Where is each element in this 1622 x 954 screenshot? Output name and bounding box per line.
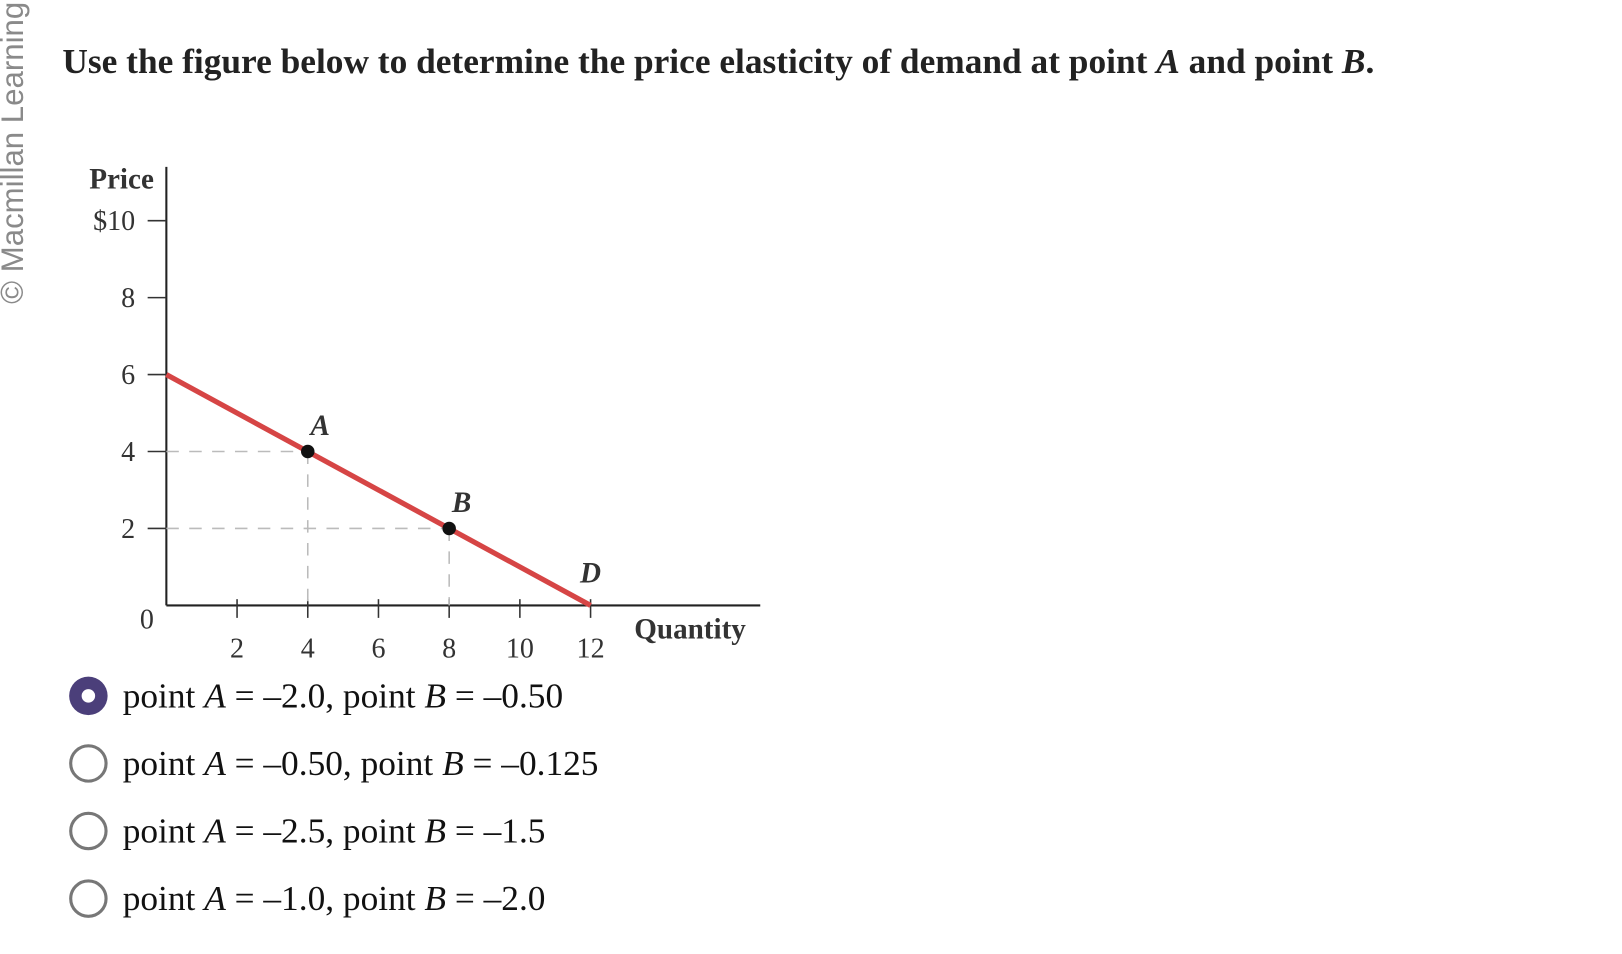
x-tick-label: 8 xyxy=(442,633,456,664)
text-part: = –1.0, point xyxy=(226,878,425,918)
italic-text: A xyxy=(202,878,226,918)
demand-line xyxy=(165,372,592,608)
answer-option[interactable]: point A = –1.0, point B = –2.0 xyxy=(69,878,546,918)
x-tick-label: 10 xyxy=(506,633,534,664)
italic-text: B xyxy=(424,675,446,715)
radio[interactable] xyxy=(69,811,108,851)
series-label: D xyxy=(579,558,601,590)
question: Use the figure below to determine the pr… xyxy=(62,41,1374,81)
text-part: point xyxy=(123,743,205,783)
point-label: B xyxy=(451,487,471,519)
text-part: . xyxy=(1365,41,1374,81)
italic-text: B xyxy=(424,878,446,918)
option-text[interactable]: point A = –2.5, point B = –1.5 xyxy=(123,810,546,850)
text-part: point xyxy=(123,675,205,715)
italic-text: A xyxy=(202,743,226,783)
text-part: and point xyxy=(1180,41,1342,81)
point-label: A xyxy=(309,410,330,442)
x-tick-label: 2 xyxy=(230,633,244,664)
y-axis-label: Price xyxy=(89,163,154,195)
y-tick-label: 8 xyxy=(121,283,135,314)
watermark: © Macmillan Learning xyxy=(0,2,30,304)
point xyxy=(442,521,456,536)
text-part: = –0.50 xyxy=(446,675,563,715)
italic-text: B xyxy=(1341,41,1366,81)
y-tick-label: 4 xyxy=(121,437,135,468)
radio-dot xyxy=(81,689,96,703)
y-tick-label: 2 xyxy=(121,514,135,545)
radio[interactable] xyxy=(69,879,108,918)
text-part: = –0.125 xyxy=(464,743,599,783)
italic-text: A xyxy=(202,810,226,850)
x-axis-label: Quantity xyxy=(634,614,746,646)
answer-option[interactable]: point A = –2.5, point B = –1.5 xyxy=(69,810,546,851)
x-tick-label: 4 xyxy=(301,633,315,664)
option-text[interactable]: point A = –1.0, point B = –2.0 xyxy=(123,878,546,918)
x-tick-label: 6 xyxy=(371,633,385,664)
y-tick-label: 0 xyxy=(140,604,154,635)
answer-option[interactable]: point A = –2.0, point B = –0.50 xyxy=(69,675,563,715)
y-tick-label: $10 xyxy=(93,206,135,237)
italic-text: B xyxy=(424,810,446,850)
italic-text: A xyxy=(1154,41,1180,81)
point xyxy=(301,444,315,459)
italic-text: A xyxy=(202,675,226,715)
text-part: = –2.5, point xyxy=(226,810,425,850)
option-text[interactable]: point A = –2.0, point B = –0.50 xyxy=(123,675,563,715)
radio[interactable] xyxy=(69,744,108,783)
text-part: = –2.0, point xyxy=(226,675,425,715)
option-text[interactable]: point A = –0.50, point B = –0.125 xyxy=(123,743,599,783)
text-part: point xyxy=(123,810,205,850)
text-part: = –2.0 xyxy=(446,878,545,918)
y-tick-label: 6 xyxy=(121,360,135,391)
text-part: = –0.50, point xyxy=(226,743,442,783)
italic-text: B xyxy=(442,743,464,783)
text-part: Use the figure below to determine the pr… xyxy=(62,41,1156,81)
answer-option[interactable]: point A = –0.50, point B = –0.125 xyxy=(69,743,599,783)
text-part: = –1.5 xyxy=(446,810,545,850)
text-part: point xyxy=(123,878,205,918)
x-tick-label: 12 xyxy=(577,633,605,664)
